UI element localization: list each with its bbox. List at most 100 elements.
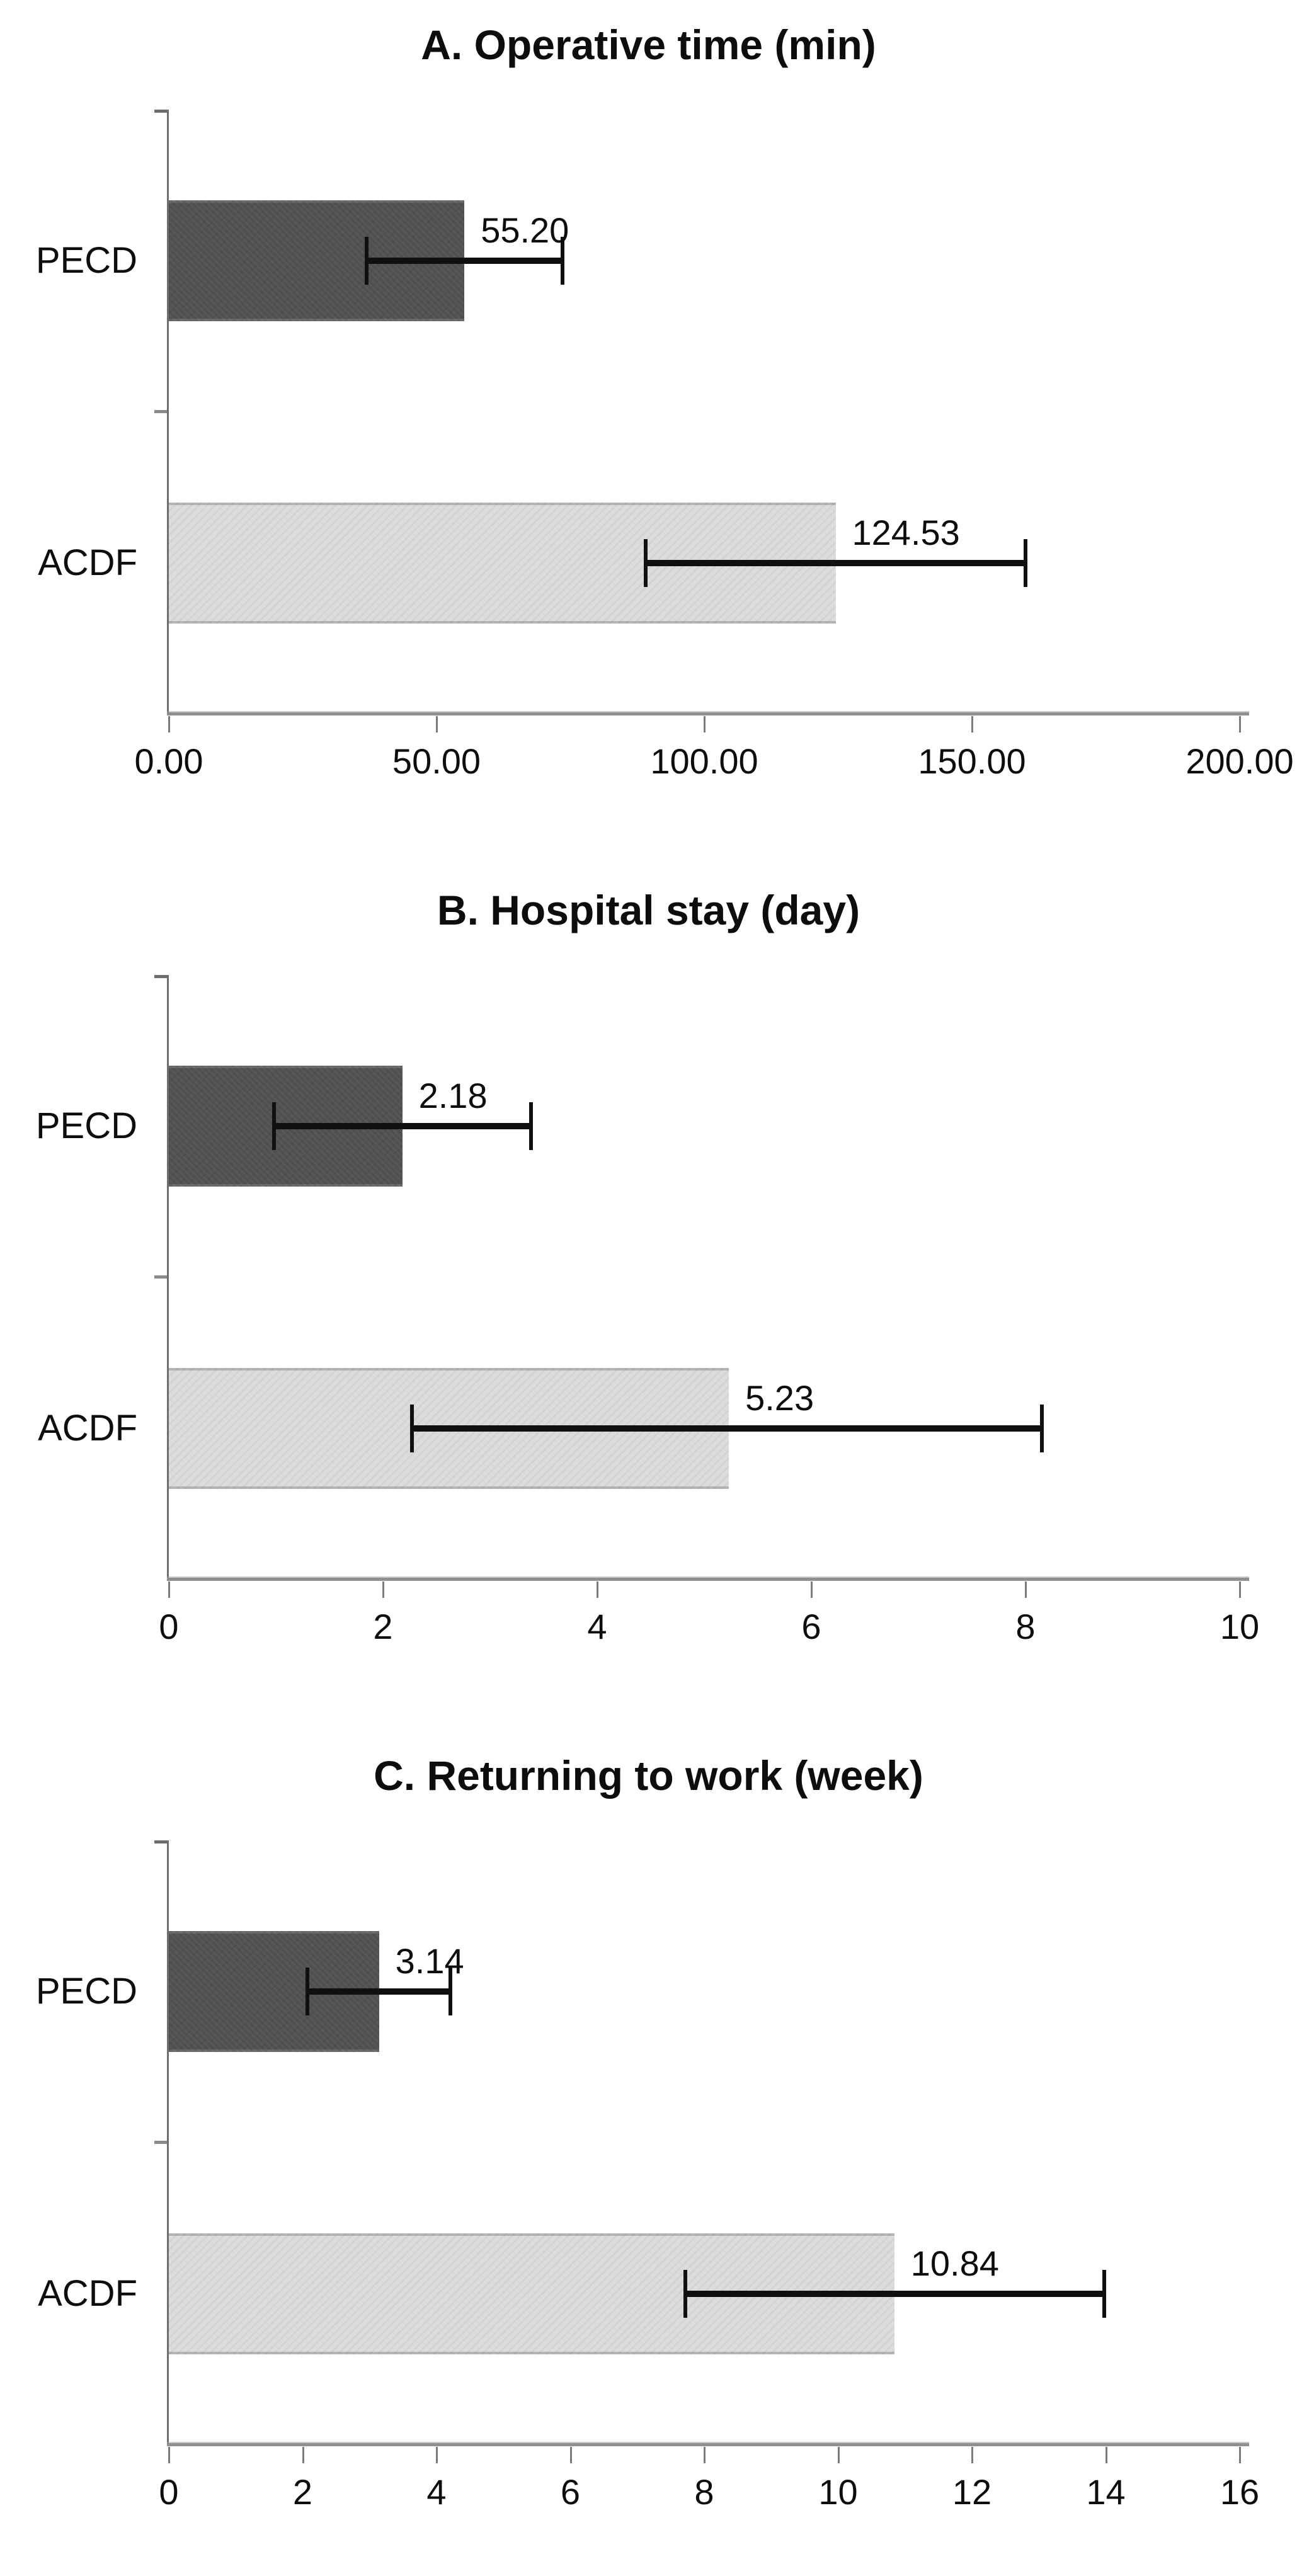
error-bar-left-cap [643, 539, 648, 587]
x-axis-tick-label: 0.00 [134, 741, 203, 781]
error-bar-right-cap [560, 237, 564, 285]
chart-section-a-operative-time: A. Operative time (min) PECD 55.20 ACDF … [0, 0, 1297, 781]
y-axis-top-tick [154, 1840, 167, 1844]
x-axis-tick [1239, 1582, 1241, 1598]
y-axis-top-tick [154, 975, 167, 978]
x-axis-tick [971, 716, 973, 732]
x-axis-tick [704, 716, 706, 732]
x-axis-tick-label: 2 [292, 2472, 313, 2512]
x-axis-tick-label: 0 [159, 2472, 179, 2512]
x-axis-tick [382, 1582, 384, 1598]
error-bar-left-cap [683, 2270, 688, 2318]
error-bar-right-cap [1102, 2270, 1107, 2318]
value-label: 55.20 [481, 210, 569, 250]
error-bar-line [645, 560, 1026, 566]
x-axis-tick [837, 2447, 840, 2463]
bar-row-acdf: ACDF 124.53 [38, 412, 1240, 714]
chart-title: C. Returning to work (week) [374, 1752, 923, 1799]
bar-pecd [169, 1931, 379, 2052]
category-label: ACDF [38, 542, 137, 583]
x-axis-line [167, 2443, 1249, 2446]
x-axis-tick-label: 6 [801, 1607, 821, 1646]
error-bar-line [366, 258, 563, 264]
value-label: 3.14 [395, 1941, 464, 1981]
error-bar-right-cap [449, 1968, 453, 2015]
x-axis-tick [436, 716, 438, 732]
bar-row-pecd: PECD 2.18 [36, 975, 1240, 1277]
category-label: ACDF [38, 2273, 137, 2314]
x-axis-tick [1239, 2447, 1241, 2463]
plot-area: PECD 3.14 ACDF 10.84 0 2 4 6 8 10 12 14 16 [36, 1840, 1259, 2512]
chart-section-c-returning-to-work: C. Returning to work (week) PECD 3.14 AC… [0, 1731, 1297, 2512]
x-axis-tick [597, 1582, 598, 1598]
error-bar-line [411, 1425, 1042, 1432]
x-axis-tick [569, 2447, 572, 2463]
x-axis-tick-label: 150.00 [918, 741, 1026, 781]
bar-row-acdf: ACDF 10.84 [38, 2143, 1240, 2445]
x-axis-tick [704, 2447, 706, 2463]
x-axis-tick [436, 2447, 438, 2463]
x-axis-tick [168, 716, 170, 732]
chart-section-b-hospital-stay: B. Hospital stay (day) PECD 2.18 ACDF 5.… [0, 865, 1297, 1646]
error-bar-right-cap [529, 1102, 533, 1150]
value-label: 10.84 [910, 2243, 999, 2283]
x-axis-tick-label: 8 [694, 2472, 714, 2512]
y-axis-line [167, 975, 169, 1580]
y-axis-top-tick [154, 110, 167, 113]
x-axis-tick [302, 2447, 304, 2463]
x-axis-tick-label: 4 [587, 1607, 607, 1646]
category-label: PECD [35, 240, 137, 281]
error-bar-left-cap [409, 1405, 414, 1452]
x-axis-tick [168, 1582, 170, 1598]
value-label: 124.53 [852, 513, 960, 552]
x-axis-tick-label: 100.00 [650, 741, 758, 781]
error-bar-right-cap [1039, 1405, 1044, 1452]
error-bar-line [307, 1988, 451, 1995]
x-axis-tick-label: 2 [373, 1607, 393, 1646]
x-axis-tick-label: 10 [818, 2472, 858, 2512]
x-axis-tick-label: 14 [1086, 2472, 1126, 2512]
x-axis-tick-label: 8 [1015, 1607, 1036, 1646]
x-axis-tick-label: 10 [1220, 1607, 1260, 1646]
bar-row-pecd: PECD 3.14 [36, 1840, 1240, 2143]
x-axis-tick [1239, 716, 1241, 732]
y-axis-category-tick [154, 2141, 167, 2144]
x-axis-tick-label: 50.00 [392, 741, 481, 781]
y-axis-category-tick [154, 410, 167, 413]
x-axis-tick-label: 200.00 [1186, 741, 1294, 781]
x-axis-tick-label: 12 [952, 2472, 992, 2512]
y-axis-line [167, 1840, 169, 2445]
y-axis-category-tick [154, 1275, 167, 1279]
chart-title: A. Operative time (min) [421, 21, 876, 68]
category-label: ACDF [38, 1408, 137, 1449]
x-axis-tick [1105, 2447, 1107, 2463]
x-axis-line [167, 712, 1249, 715]
x-axis-tick-label: 16 [1220, 2472, 1260, 2512]
bar-row-pecd: PECD 55.20 [36, 110, 1240, 412]
bar-row-acdf: ACDF 5.23 [38, 1277, 1240, 1580]
plot-area: PECD 2.18 ACDF 5.23 0 2 4 6 8 10 [36, 975, 1259, 1646]
x-axis-tick [811, 1582, 813, 1598]
x-axis-line [167, 1578, 1249, 1581]
category-label: PECD [35, 1971, 137, 2012]
x-axis-tick [168, 2447, 170, 2463]
error-bar-left-cap [364, 237, 369, 285]
x-axis-tick-label: 4 [426, 2472, 447, 2512]
y-axis-line [167, 110, 169, 714]
error-bar-line [685, 2291, 1105, 2297]
x-axis-tick [971, 2447, 973, 2463]
error-bar-right-cap [1024, 539, 1027, 587]
x-axis-tick-label: 6 [560, 2472, 581, 2512]
error-bar-left-cap [305, 1968, 309, 2015]
error-bar-left-cap [271, 1102, 276, 1150]
chart-title: B. Hospital stay (day) [437, 887, 860, 933]
x-axis-tick-label: 0 [159, 1607, 179, 1646]
value-label: 2.18 [418, 1076, 488, 1115]
bar-pecd [169, 200, 465, 321]
plot-area: PECD 55.20 ACDF 124.53 0.00 50.00 100.00 15… [36, 110, 1294, 781]
category-label: PECD [35, 1105, 137, 1146]
error-bar-line [273, 1123, 531, 1129]
x-axis-tick [1025, 1582, 1027, 1598]
value-label: 5.23 [745, 1378, 814, 1418]
